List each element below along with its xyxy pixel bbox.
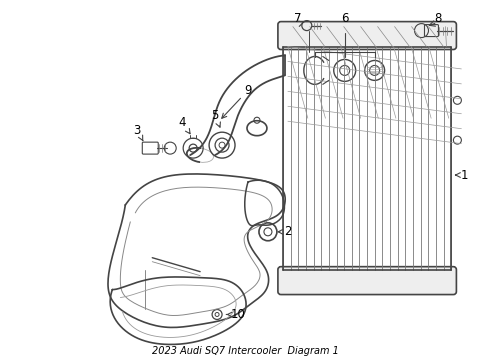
Text: 3: 3: [134, 124, 143, 141]
Text: 5: 5: [211, 109, 220, 127]
Text: 1: 1: [456, 168, 468, 181]
Text: 4: 4: [178, 116, 190, 134]
FancyBboxPatch shape: [278, 267, 456, 294]
Text: 9: 9: [222, 84, 252, 118]
Text: 6: 6: [341, 12, 348, 25]
FancyBboxPatch shape: [278, 22, 456, 50]
Text: 7: 7: [294, 12, 302, 25]
Text: 8: 8: [434, 12, 441, 25]
Text: 10: 10: [226, 308, 245, 321]
Text: 2: 2: [278, 225, 292, 238]
Text: 2023 Audi SQ7 Intercooler  Diagram 1: 2023 Audi SQ7 Intercooler Diagram 1: [151, 346, 339, 356]
